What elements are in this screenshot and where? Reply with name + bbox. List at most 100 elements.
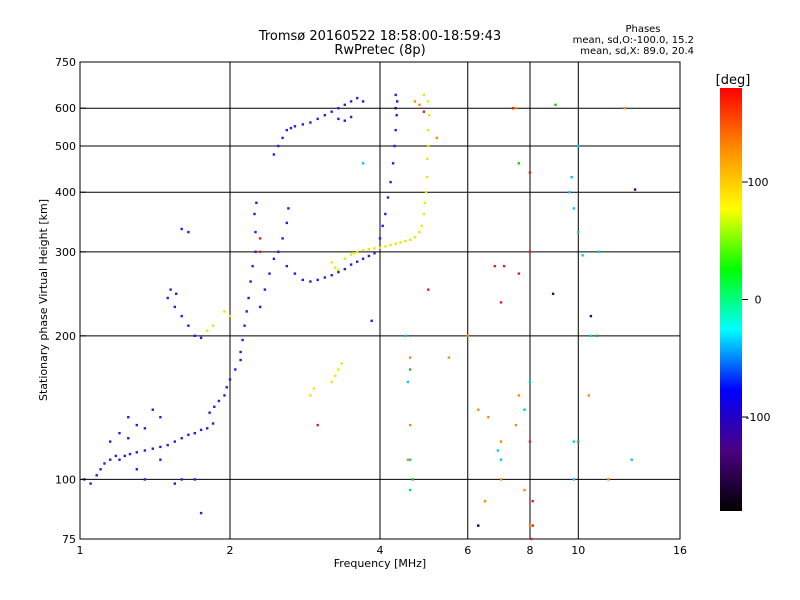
data-point — [572, 207, 576, 210]
data-point — [159, 445, 162, 449]
data-point — [330, 380, 333, 384]
data-point — [263, 288, 267, 291]
data-point — [228, 378, 232, 381]
data-point — [349, 115, 353, 119]
data-point — [523, 408, 526, 411]
data-point — [589, 334, 593, 337]
data-point — [337, 107, 340, 110]
data-point — [422, 110, 426, 113]
data-point — [343, 257, 346, 260]
data-point — [477, 524, 480, 527]
data-point — [386, 196, 390, 199]
data-point — [395, 114, 398, 117]
data-point — [394, 128, 397, 132]
data-point — [175, 292, 178, 295]
data-point — [118, 458, 121, 461]
data-point — [572, 440, 576, 443]
data-point — [499, 458, 503, 461]
x-axis-label: Frequency [MHz] — [334, 557, 426, 570]
data-point — [435, 136, 438, 140]
data-point — [187, 230, 190, 234]
data-point — [343, 267, 346, 271]
data-point — [259, 305, 262, 309]
data-point — [330, 261, 333, 264]
data-point — [487, 416, 490, 419]
data-point — [173, 305, 176, 309]
data-point — [114, 454, 117, 458]
data-point — [623, 107, 626, 110]
colorbar-scale — [720, 88, 742, 511]
data-point — [223, 394, 226, 397]
data-point — [554, 103, 557, 106]
data-point — [251, 264, 254, 268]
data-point — [528, 250, 532, 253]
data-point — [239, 350, 242, 354]
data-point — [425, 176, 429, 179]
data-point — [272, 257, 276, 260]
data-point — [399, 241, 402, 244]
title-block: Tromsø 20160522 18:58:00-18:59:43 RwPret… — [258, 29, 501, 58]
data-point — [123, 454, 126, 458]
data-point — [159, 416, 162, 419]
data-point — [607, 478, 610, 481]
stats-block: Phases mean, sd,O:-100.0, 15.2 mean, sd,… — [573, 24, 694, 57]
data-point — [349, 263, 353, 266]
data-point — [199, 336, 203, 340]
data-point — [208, 411, 211, 414]
data-point — [577, 230, 580, 234]
data-point — [404, 239, 407, 243]
data-point — [323, 114, 326, 117]
data-point — [409, 423, 412, 427]
data-point — [356, 250, 359, 253]
data-point — [409, 238, 412, 241]
data-point — [528, 524, 532, 527]
data-point — [394, 242, 397, 245]
data-point — [381, 224, 384, 228]
y-tick-label: 500 — [55, 140, 76, 153]
data-point — [496, 449, 500, 452]
data-point — [127, 437, 130, 440]
data-point — [511, 107, 515, 110]
data-point — [447, 356, 451, 359]
data-point — [143, 427, 147, 430]
data-point — [426, 157, 429, 160]
y-tick-label: 600 — [55, 102, 76, 115]
data-point — [199, 428, 203, 432]
data-point — [367, 247, 371, 251]
data-point — [239, 358, 242, 362]
data-point — [373, 252, 376, 255]
data-point — [404, 334, 407, 337]
data-point — [135, 468, 138, 471]
data-point — [245, 310, 248, 313]
data-point — [411, 478, 414, 481]
data-point — [337, 368, 340, 371]
colorbar-tick-label: -100 — [746, 411, 771, 424]
y-tick-label: 75 — [62, 533, 76, 546]
data-point — [409, 368, 412, 371]
data-point — [422, 212, 426, 216]
data-point — [255, 201, 258, 204]
data-point — [143, 449, 147, 452]
data-point — [409, 488, 412, 492]
y-axis-label: Stationary phase Virtual Height [km] — [37, 199, 50, 401]
data-point — [514, 423, 518, 427]
data-point — [95, 474, 98, 477]
data-point — [523, 488, 526, 492]
data-point — [595, 334, 599, 337]
data-point — [517, 162, 521, 165]
data-point — [330, 110, 333, 113]
data-point — [389, 243, 392, 247]
data-point — [253, 212, 256, 216]
data-point — [389, 180, 392, 184]
data-point — [254, 230, 257, 234]
data-point — [428, 114, 431, 117]
data-point — [528, 380, 532, 384]
data-point — [249, 280, 252, 283]
data-point — [109, 458, 112, 461]
data-point — [409, 458, 412, 461]
data-point — [503, 264, 506, 268]
data-point — [103, 462, 106, 465]
data-point — [406, 380, 410, 384]
chart-title: Tromsø 20160522 18:58:00-18:59:43 — [258, 29, 501, 44]
data-point — [531, 500, 534, 503]
